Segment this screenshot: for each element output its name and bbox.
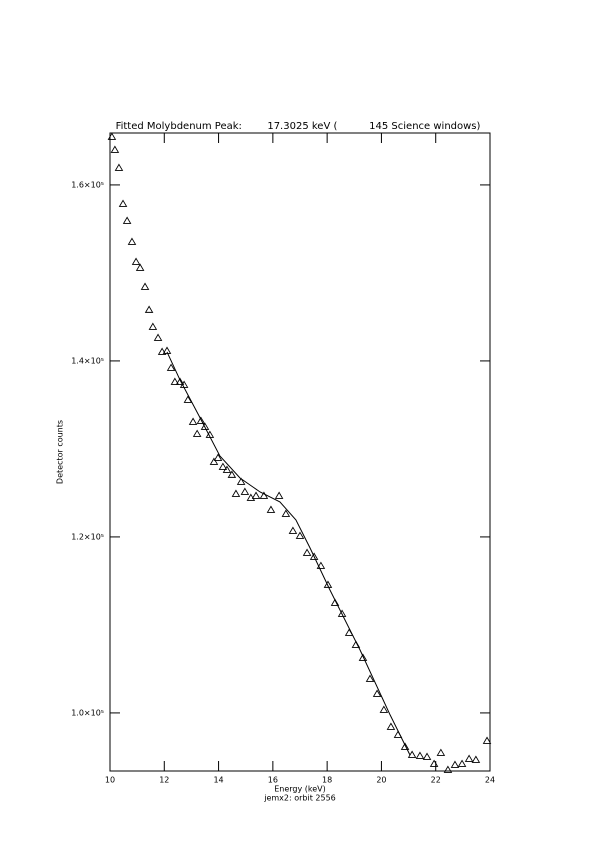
data-point <box>135 263 145 271</box>
data-point <box>231 489 241 497</box>
data-point <box>266 505 276 513</box>
data-point <box>379 705 389 713</box>
data-point <box>443 765 453 773</box>
data-point <box>107 132 117 140</box>
data-point <box>240 487 250 495</box>
data-point <box>400 742 410 750</box>
data-point <box>251 491 261 499</box>
data-point <box>192 429 202 437</box>
y-tick-label: 1.0×10⁵ <box>71 708 104 717</box>
data-point <box>422 752 432 760</box>
subtitle: jemx2: orbit 2556 <box>263 794 336 803</box>
data-point <box>358 653 368 661</box>
data-point <box>316 561 326 569</box>
data-point <box>259 491 269 499</box>
data-point <box>183 395 193 403</box>
data-point <box>110 145 120 153</box>
data-point <box>337 609 347 617</box>
x-tick-label: 10 <box>105 776 115 785</box>
data-point <box>114 163 124 171</box>
data-point <box>415 751 425 759</box>
data-point <box>196 416 206 424</box>
x-tick-label: 12 <box>159 776 169 785</box>
data-point <box>148 322 158 330</box>
x-tick-label: 18 <box>322 776 332 785</box>
data-point <box>482 736 492 744</box>
data-point <box>457 759 467 767</box>
data-point <box>227 470 237 478</box>
x-tick-label: 14 <box>213 776 223 785</box>
data-point <box>222 465 232 473</box>
y-tick-label: 1.2×10⁵ <box>71 532 104 541</box>
data-point <box>288 526 298 534</box>
data-point <box>309 552 319 560</box>
y-tick-label: 1.4×10⁵ <box>71 356 104 365</box>
data-point <box>140 282 150 290</box>
data-point <box>188 417 198 425</box>
data-point <box>218 462 228 470</box>
data-point <box>386 722 396 730</box>
data-point <box>200 422 210 430</box>
data-point <box>330 598 340 606</box>
plot-frame <box>109 132 491 772</box>
x-tick-label: 20 <box>376 776 386 785</box>
data-point <box>450 760 460 768</box>
data-point <box>153 333 163 341</box>
data-point <box>170 377 180 385</box>
data-point <box>302 548 312 556</box>
data-point <box>118 199 128 207</box>
data-point <box>162 346 172 354</box>
data-point <box>372 689 382 697</box>
data-point <box>175 377 185 385</box>
y-tick-label: 1.6×10⁵ <box>71 180 104 189</box>
x-tick-label: 24 <box>485 776 495 785</box>
data-point <box>157 347 167 355</box>
data-point <box>166 363 176 371</box>
data-point <box>236 477 246 485</box>
data-point <box>209 457 219 465</box>
data-point <box>131 257 141 265</box>
fit-line <box>166 351 411 756</box>
data-point <box>144 305 154 313</box>
data-point <box>464 754 474 762</box>
data-point <box>295 531 305 539</box>
data-point <box>213 453 223 461</box>
data-point <box>127 237 137 245</box>
data-point <box>274 491 284 499</box>
x-axis-label: Energy (keV) <box>274 785 326 794</box>
chart-title: Fitted Molybdenum Peak: 17.3025 keV ( 14… <box>116 121 481 132</box>
data-point <box>323 580 333 588</box>
x-tick-label: 16 <box>268 776 278 785</box>
data-point <box>429 759 439 767</box>
data-point <box>407 750 417 758</box>
data-point <box>471 755 481 763</box>
data-point <box>365 674 375 682</box>
x-tick-label: 22 <box>431 776 441 785</box>
data-point <box>122 216 132 224</box>
data-point <box>436 748 446 756</box>
y-axis-label: Detector counts <box>56 420 65 484</box>
data-point <box>281 509 291 517</box>
